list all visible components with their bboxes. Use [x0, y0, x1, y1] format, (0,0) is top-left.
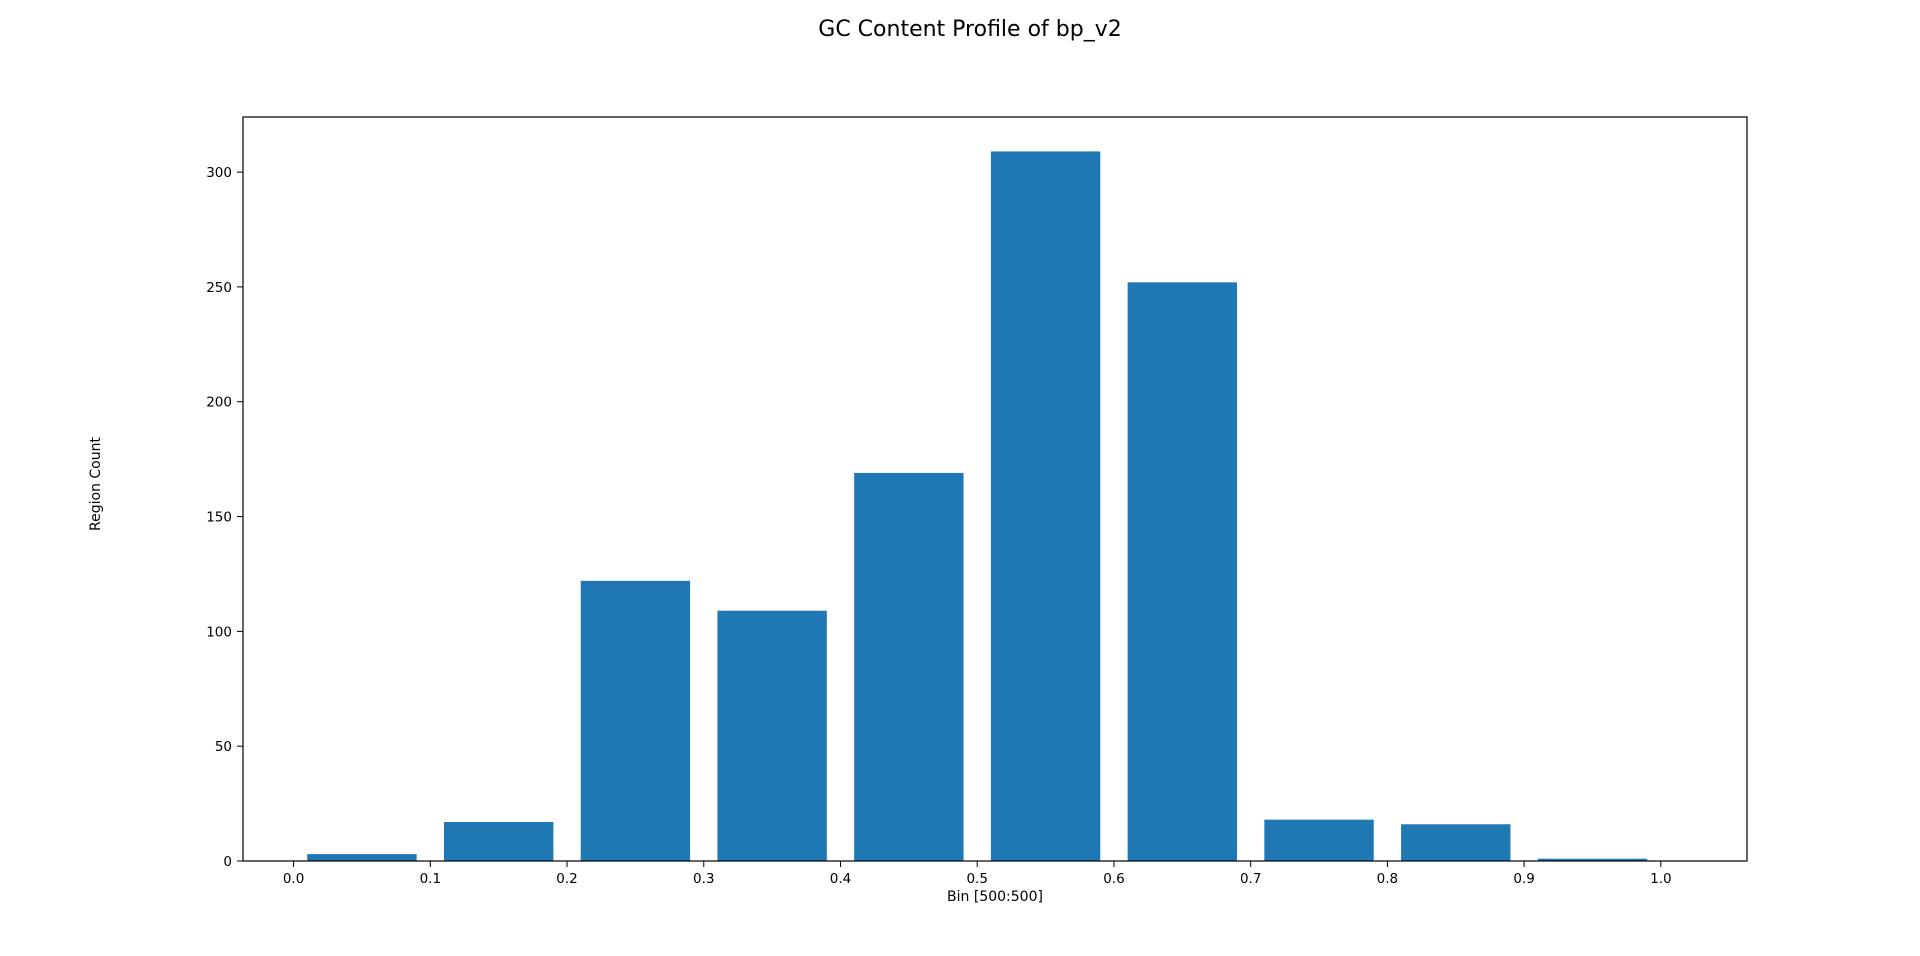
bar-10	[1537, 858, 1648, 861]
x-tick-label: 0.6	[1103, 871, 1124, 887]
y-axis-ticks: 0 50 100 150 200 250 300	[206, 165, 243, 870]
bar-7	[1127, 282, 1238, 861]
y-tick-label: 250	[206, 280, 232, 296]
y-tick-label: 50	[215, 739, 232, 755]
y-tick-label: 300	[206, 165, 232, 181]
x-tick-label: 0.1	[420, 871, 441, 887]
x-tick-label: 0.0	[283, 871, 304, 887]
x-tick-label: 1.0	[1650, 871, 1671, 887]
x-tick-label: 0.2	[556, 871, 577, 887]
y-axis-label: Region Count	[88, 437, 104, 531]
x-tick-label: 0.3	[693, 871, 714, 887]
y-tick-label: 0	[223, 854, 232, 870]
bar-9	[1401, 824, 1511, 861]
y-tick-label: 200	[206, 395, 232, 411]
x-tick-label: 0.8	[1377, 871, 1398, 887]
bar-8	[1264, 819, 1374, 861]
x-axis-label: Bin [500:500]	[947, 889, 1043, 905]
bar-5	[854, 472, 964, 861]
bar-3	[580, 580, 691, 861]
y-tick-label: 100	[206, 624, 232, 640]
x-tick-label: 0.5	[966, 871, 987, 887]
bar-6	[990, 151, 1101, 861]
plot-frame	[242, 116, 1748, 862]
x-tick-label: 0.4	[830, 871, 851, 887]
bar-2	[443, 821, 554, 861]
x-tick-label: 0.7	[1240, 871, 1261, 887]
bar-4	[717, 610, 827, 861]
x-tick-label: 0.9	[1513, 871, 1534, 887]
y-tick-label: 150	[206, 510, 232, 526]
bar-1	[307, 854, 417, 861]
x-axis-ticks: 0.0 0.1 0.2 0.3 0.4 0.5 0.6 0.7 0.8 0.9 1.0	[283, 861, 1672, 887]
chart-title: GC Content Profile of bp_v2	[818, 17, 1121, 42]
bars-group	[307, 151, 1648, 861]
